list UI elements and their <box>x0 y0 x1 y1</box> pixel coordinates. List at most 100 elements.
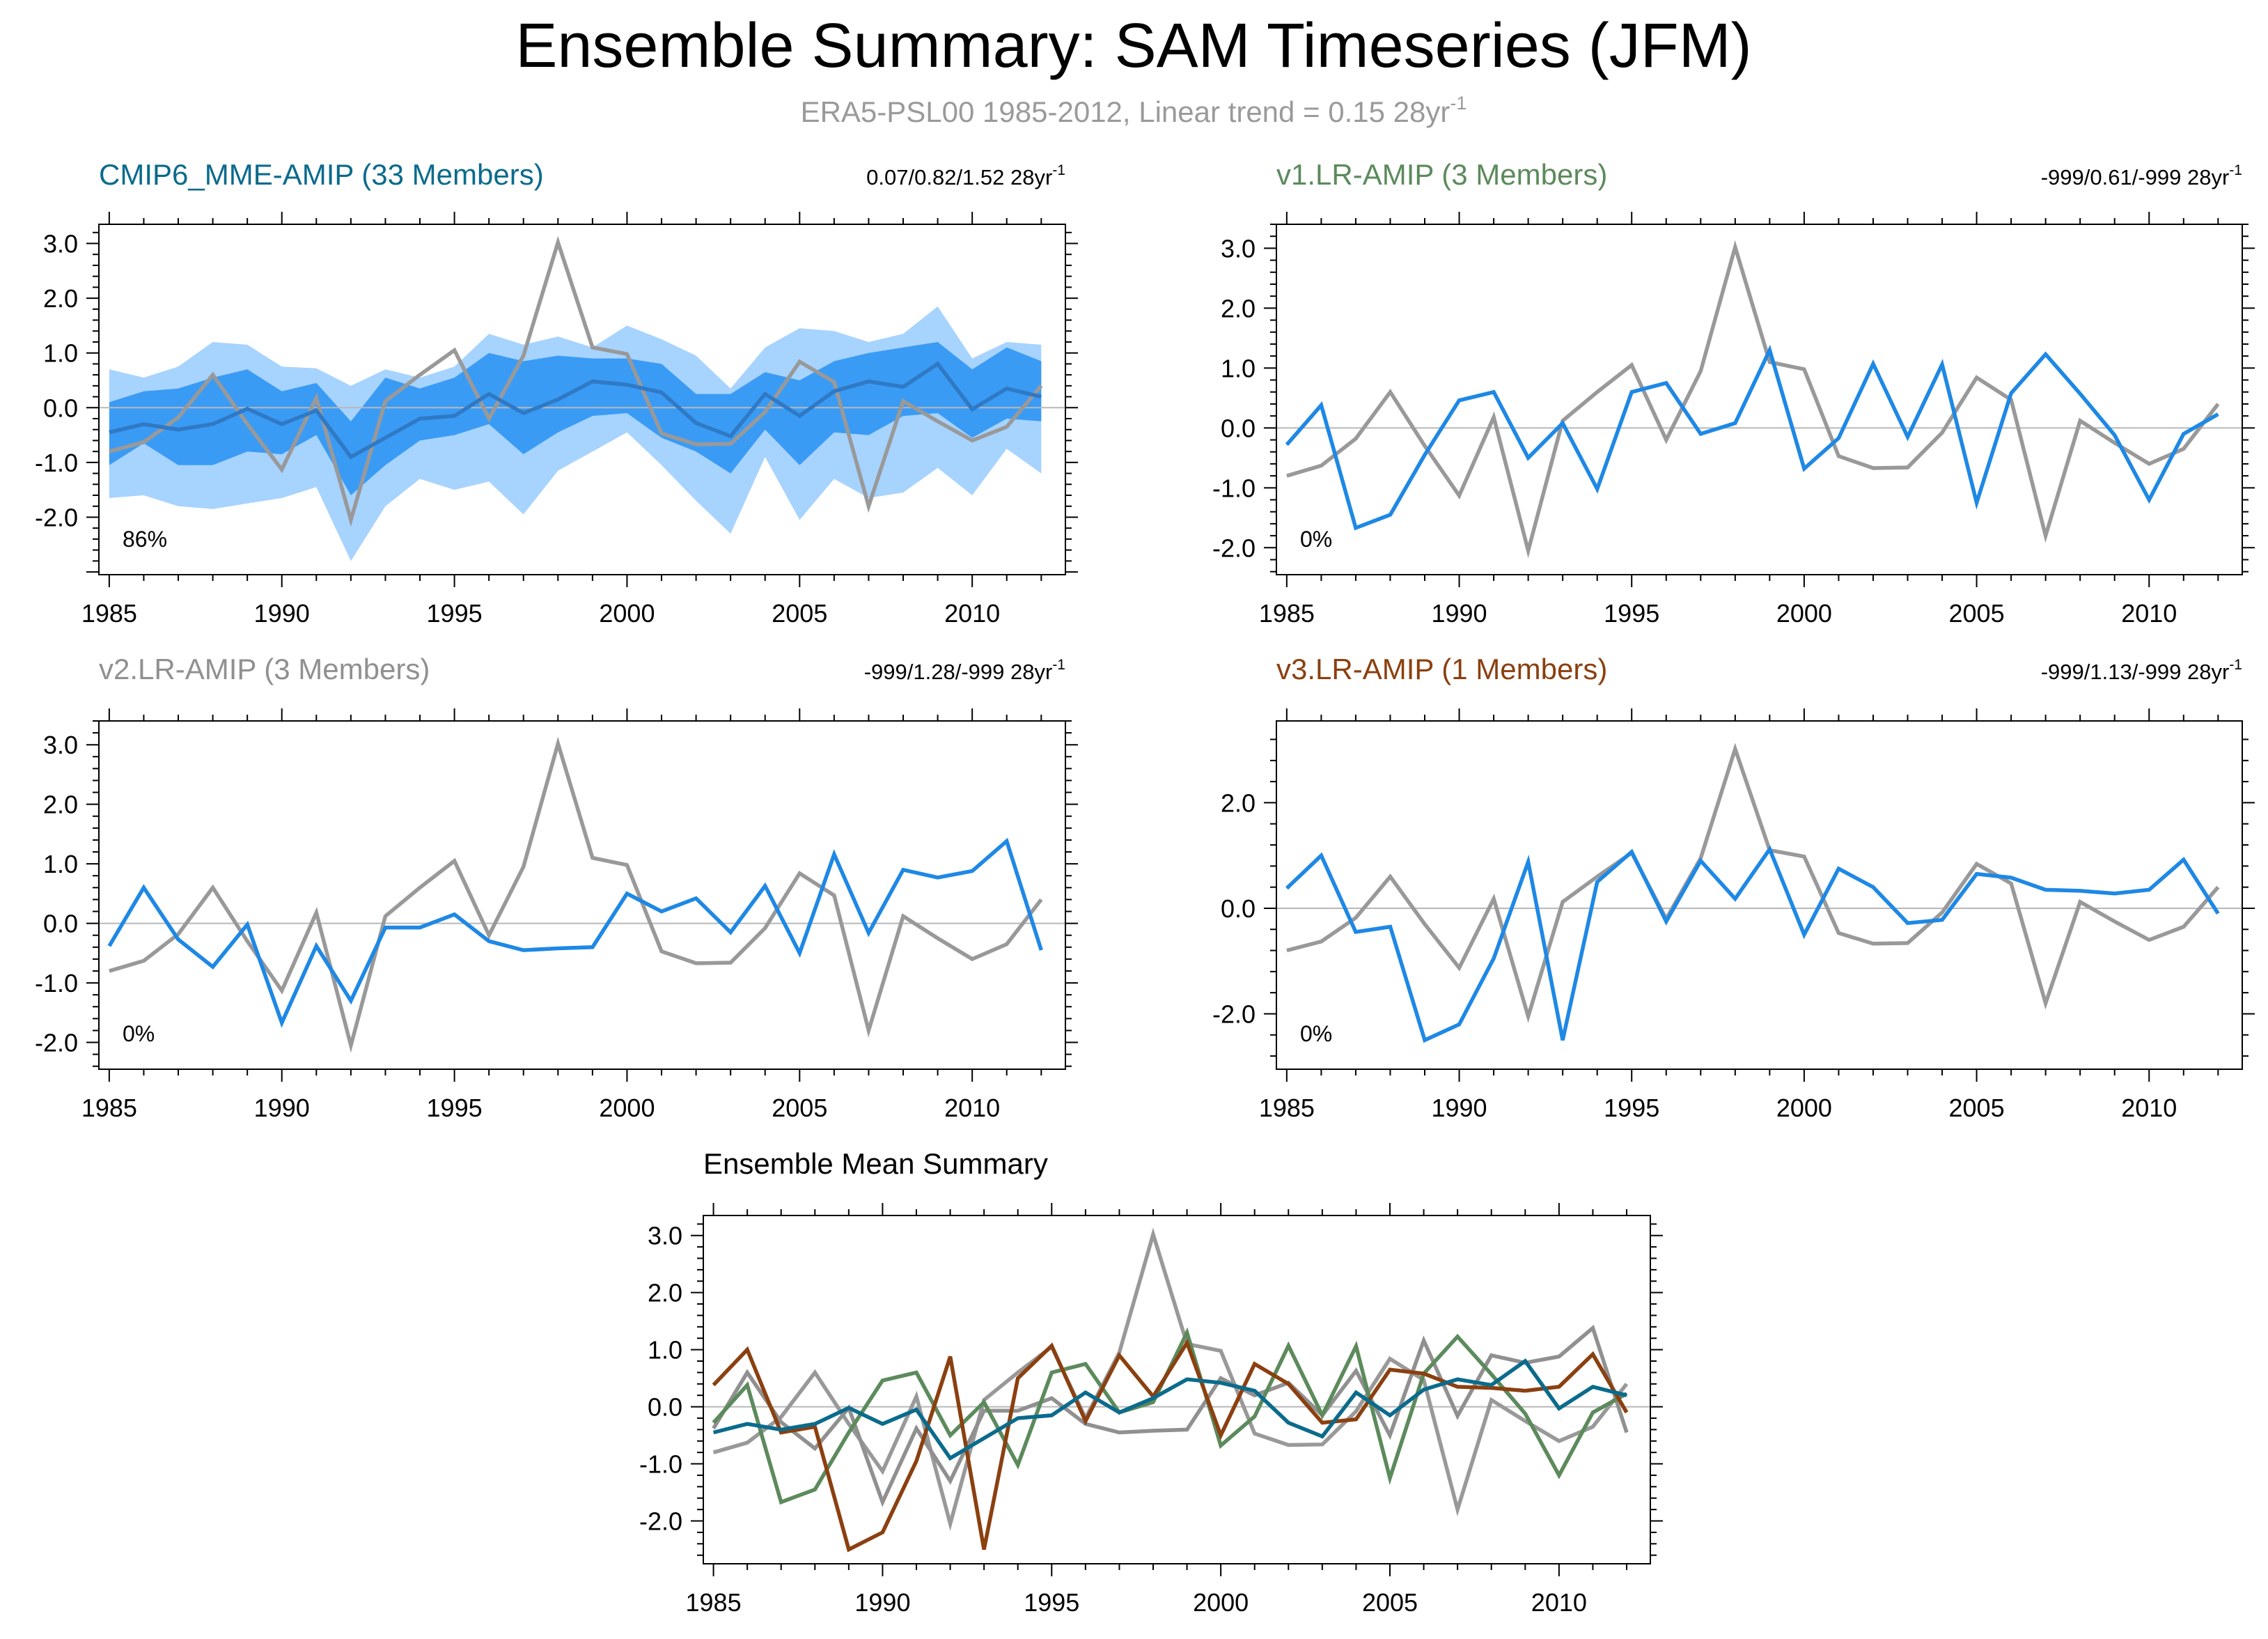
percent-label: 0% <box>1300 527 1332 552</box>
x-tick-label: 1995 <box>1604 599 1659 628</box>
series-line-v2-lr-amip <box>107 837 1043 1028</box>
y-tick-label: 2.0 <box>43 791 78 819</box>
series-line-cmip6-mme-amip <box>712 1358 1627 1461</box>
panel-stats-sup: -1 <box>2229 162 2242 178</box>
panel-stats: 0.07/0.82/1.52 28yr-1 <box>866 162 1065 189</box>
x-tick-label: 1990 <box>854 1588 910 1617</box>
series-line-v3-lr-amip <box>712 1338 1629 1553</box>
x-tick-label: 2000 <box>1776 599 1832 628</box>
x-tick-label: 1995 <box>427 599 483 628</box>
spread-band-inner <box>109 342 1042 495</box>
percent-label: 0% <box>1300 1021 1332 1046</box>
figure-subtitle: ERA5-PSL00 1985-2012, Linear trend = 0.1… <box>801 93 1467 128</box>
series-line-era5-psl00 <box>109 235 1043 527</box>
series-line-era5-psl00 <box>1286 240 2220 559</box>
y-tick-label: -1.0 <box>639 1450 682 1479</box>
plot-frame <box>1276 720 2243 1070</box>
y-tick-label: -1.0 <box>1212 474 1256 502</box>
y-tick-label: 1.0 <box>43 850 78 878</box>
y-tick-label: 3.0 <box>43 230 78 258</box>
plot-frame <box>1276 224 2243 575</box>
y-tick-label: -2.0 <box>35 503 78 531</box>
figure-subtitle-text: ERA5-PSL00 1985-2012, Linear trend = 0.1… <box>801 95 1450 128</box>
plot-frame <box>98 224 1066 575</box>
y-tick-label: 1.0 <box>43 339 78 368</box>
panel-p1: CMIP6_MME-AMIP (33 Members) 0.07/0.82/1.5… <box>35 158 1078 628</box>
y-tick-label: 0.0 <box>1221 414 1256 442</box>
x-tick-label: 1990 <box>1431 599 1487 628</box>
x-tick-label: 1995 <box>1604 1094 1659 1122</box>
y-tick-label: 2.0 <box>43 284 78 313</box>
x-tick-label: 1995 <box>1024 1588 1079 1617</box>
y-tick-label: 1.0 <box>1221 354 1256 382</box>
panel-title: v1.LR-AMIP (3 Members) <box>1276 158 1607 191</box>
series-line-era5-psl00 <box>712 1227 1629 1532</box>
series-line-cmip6-mme-amip <box>109 361 1042 460</box>
y-tick-label: -2.0 <box>1212 534 1256 562</box>
panel-stats-sup: -1 <box>1052 162 1065 178</box>
panel-p4: v3.LR-AMIP (1 Members) -999/1.13/-999 28y… <box>1212 653 2255 1122</box>
panel-p3: v2.LR-AMIP (3 Members) -999/1.28/-999 28y… <box>35 653 1078 1122</box>
panel-stats: -999/1.28/-999 28yr-1 <box>864 657 1065 684</box>
figure-subtitle-sup: -1 <box>1450 93 1467 114</box>
panel-stats: -999/1.13/-999 28yr-1 <box>2041 657 2242 684</box>
series-line-v1-lr-amip <box>1285 344 2219 531</box>
panel-stats: -999/0.61/-999 28yr-1 <box>2041 162 2242 189</box>
y-tick-label: -2.0 <box>1212 1000 1256 1028</box>
x-tick-label: 2005 <box>772 1094 827 1122</box>
x-tick-label: 1985 <box>81 599 137 628</box>
panel-p2: v1.LR-AMIP (3 Members) -999/0.61/-999 28y… <box>1212 158 2255 628</box>
y-tick-label: 0.0 <box>1221 894 1256 923</box>
panel-title: v3.LR-AMIP (1 Members) <box>1276 653 1607 685</box>
x-tick-label: 2005 <box>1362 1588 1418 1617</box>
x-tick-label: 2000 <box>1193 1588 1249 1617</box>
panel-stats-sup: -1 <box>2229 657 2242 673</box>
series-line-era5-psl00 <box>1286 743 2220 1023</box>
panels-group: CMIP6_MME-AMIP (33 Members) 0.07/0.82/1.5… <box>35 158 2255 1617</box>
y-tick-label: 0.0 <box>648 1393 682 1422</box>
x-tick-label: 2000 <box>599 599 655 628</box>
y-tick-label: 3.0 <box>43 731 78 759</box>
y-tick-label: 3.0 <box>648 1222 682 1250</box>
figure-title: Ensemble Summary: SAM Timeseries (JFM) <box>515 11 1751 81</box>
x-tick-label: 2010 <box>2121 599 2177 628</box>
plot-frame <box>703 1215 1651 1564</box>
y-tick-label: -2.0 <box>639 1507 682 1536</box>
series-line-v3-lr-amip <box>1285 845 2220 1043</box>
x-tick-label: 1995 <box>427 1094 483 1122</box>
x-tick-label: 1990 <box>254 1094 310 1122</box>
x-tick-label: 2010 <box>944 599 1000 628</box>
y-tick-label: 0.0 <box>43 910 78 938</box>
panel-title: CMIP6_MME-AMIP (33 Members) <box>99 158 544 191</box>
x-tick-label: 2010 <box>2121 1094 2177 1122</box>
x-tick-label: 1985 <box>1259 599 1315 628</box>
plot-frame <box>98 720 1066 1070</box>
x-tick-label: 2005 <box>772 599 827 628</box>
y-tick-label: -1.0 <box>35 449 78 477</box>
panel-stats-sup: -1 <box>1052 657 1065 673</box>
series-line-v2-lr-amip <box>712 1324 1629 1507</box>
y-tick-label: 0.0 <box>43 394 78 422</box>
series-line-era5-psl00 <box>109 736 1043 1053</box>
percent-label: 86% <box>123 527 167 552</box>
y-tick-label: 3.0 <box>1221 234 1256 263</box>
x-tick-label: 1985 <box>686 1588 742 1617</box>
spread-band-outer <box>109 306 1042 561</box>
y-tick-label: 2.0 <box>1221 789 1256 817</box>
x-tick-label: 2005 <box>1949 1094 2005 1122</box>
x-tick-label: 2010 <box>944 1094 1000 1122</box>
panel-title: v2.LR-AMIP (3 Members) <box>99 653 430 685</box>
x-tick-label: 2000 <box>1776 1094 1832 1122</box>
x-tick-label: 2005 <box>1949 599 2005 628</box>
panel-stats-text: -999/1.28/-999 28yr <box>864 660 1053 684</box>
x-tick-label: 1985 <box>1259 1094 1315 1122</box>
panel-p5: Ensemble Mean Summary 1985 1990 1995 2000 200… <box>639 1147 1663 1617</box>
x-tick-label: 1990 <box>1431 1094 1487 1122</box>
x-tick-label: 2010 <box>1531 1588 1587 1617</box>
panel-stats-text: -999/1.13/-999 28yr <box>2041 660 2230 684</box>
x-tick-label: 1985 <box>81 1094 137 1122</box>
x-tick-label: 2000 <box>599 1094 655 1122</box>
panel-stats-text: 0.07/0.82/1.52 28yr <box>866 165 1052 189</box>
y-tick-label: 1.0 <box>648 1336 682 1365</box>
